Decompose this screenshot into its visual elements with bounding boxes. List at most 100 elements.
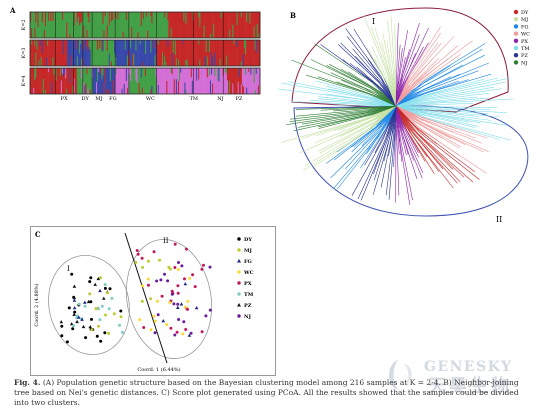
pcoa-legend-marker-pz <box>237 303 241 307</box>
structure-bar <box>71 12 73 38</box>
structure-bar <box>113 12 115 38</box>
structure-bar <box>201 68 203 94</box>
structure-bar <box>148 12 150 38</box>
structure-bar-admixture <box>149 12 151 23</box>
structure-bar <box>250 12 252 38</box>
structure-bar <box>151 68 153 94</box>
structure-bar <box>164 40 166 66</box>
structure-bar <box>75 40 78 66</box>
structure-bar <box>49 68 51 94</box>
structure-bar-admixture <box>108 89 111 95</box>
structure-bar-admixture <box>85 59 87 67</box>
structure-bar <box>215 40 217 66</box>
structure-bar <box>219 40 221 66</box>
structure-bar-admixture <box>156 68 159 77</box>
structure-bar <box>129 40 131 66</box>
structure-bar <box>240 68 243 94</box>
structure-bar <box>48 12 50 38</box>
structure-bar <box>137 68 139 94</box>
structure-bar-admixture <box>110 12 113 22</box>
structure-bar <box>151 40 153 66</box>
structure-bar <box>116 68 118 94</box>
tree-branch <box>395 86 495 107</box>
structure-bar <box>175 12 178 38</box>
structure-bar-admixture <box>255 40 258 53</box>
structure-bar <box>190 68 193 94</box>
structure-bar <box>212 12 214 38</box>
structure-bar <box>246 68 248 94</box>
structure-bar <box>129 68 131 94</box>
structure-bar <box>198 40 200 66</box>
tree-branch <box>314 43 397 107</box>
legend-swatch-fg <box>513 24 519 29</box>
structure-bar <box>96 40 98 66</box>
structure-bar-admixture <box>165 61 167 66</box>
structure-bar-admixture <box>76 56 79 67</box>
structure-bar <box>196 40 198 66</box>
structure-bar-admixture <box>80 12 82 24</box>
pcoa-point-dy <box>90 317 93 321</box>
legend-label: FG <box>521 24 528 30</box>
pcoa-point-mj <box>158 258 162 262</box>
structure-bar <box>121 68 123 94</box>
structure-bar-admixture <box>250 68 252 75</box>
structure-bar <box>115 40 117 66</box>
structure-bar <box>74 12 77 38</box>
pcoa-point-mj <box>107 331 110 335</box>
structure-bar-admixture <box>147 30 149 38</box>
structure-bar <box>99 40 101 66</box>
structure-bar <box>76 40 79 66</box>
structure-bar <box>198 68 200 94</box>
tree-branch <box>395 32 441 107</box>
structure-bar-admixture <box>147 83 149 95</box>
structure-bar <box>125 68 128 94</box>
structure-bar <box>217 68 219 94</box>
legend-swatch-mj <box>513 17 519 22</box>
structure-bar-admixture <box>170 28 172 38</box>
structure-bar <box>225 68 228 94</box>
structure-bar <box>103 12 105 38</box>
structure-bar <box>148 68 150 94</box>
structure-bar <box>139 40 142 66</box>
pcoa-legend-marker-wc <box>237 270 241 274</box>
structure-bar-admixture <box>39 40 41 47</box>
tree-branch <box>357 105 397 200</box>
pcoa-point-wc <box>141 284 144 288</box>
pcoa-point-fg <box>83 300 87 304</box>
structure-bar-admixture <box>97 40 99 50</box>
structure-bar-admixture <box>97 68 99 82</box>
pcoa-legend-label: DY <box>244 237 252 243</box>
pcoa-point-mj <box>168 267 172 271</box>
structure-bar <box>203 12 205 38</box>
structure-bar <box>255 12 258 38</box>
tree-branch <box>395 26 441 107</box>
structure-bar <box>80 40 82 66</box>
structure-bar-admixture <box>50 68 52 83</box>
structure-bar <box>136 40 138 66</box>
structure-bar-admixture <box>185 59 187 66</box>
pcoa-point-px <box>202 263 205 267</box>
structure-bar <box>239 40 242 66</box>
structure-bar <box>224 12 227 38</box>
structure-bar-admixture <box>135 29 137 39</box>
structure-bar <box>157 40 160 66</box>
structure-bar-admixture <box>240 84 243 94</box>
structure-bar-admixture <box>163 12 165 24</box>
structure-bar <box>224 40 227 66</box>
structure-bar-admixture <box>94 68 97 80</box>
structure-bar-admixture <box>131 27 133 39</box>
structure-bar <box>214 68 216 94</box>
structure-bar <box>101 68 103 94</box>
structure-bar-admixture <box>217 68 219 81</box>
structure-bar-admixture <box>242 28 245 38</box>
cluster-ii-ellipse <box>125 239 213 359</box>
pcoa-point-nj <box>180 264 184 268</box>
pcoa-point-mj <box>149 297 153 301</box>
structure-bar <box>122 40 124 66</box>
panel-letter-a: A <box>10 6 16 15</box>
structure-bar <box>120 40 122 66</box>
structure-bar <box>147 40 149 66</box>
structure-bar <box>168 12 170 38</box>
structure-bar-admixture <box>69 52 71 66</box>
cluster-i-outline <box>291 7 509 113</box>
